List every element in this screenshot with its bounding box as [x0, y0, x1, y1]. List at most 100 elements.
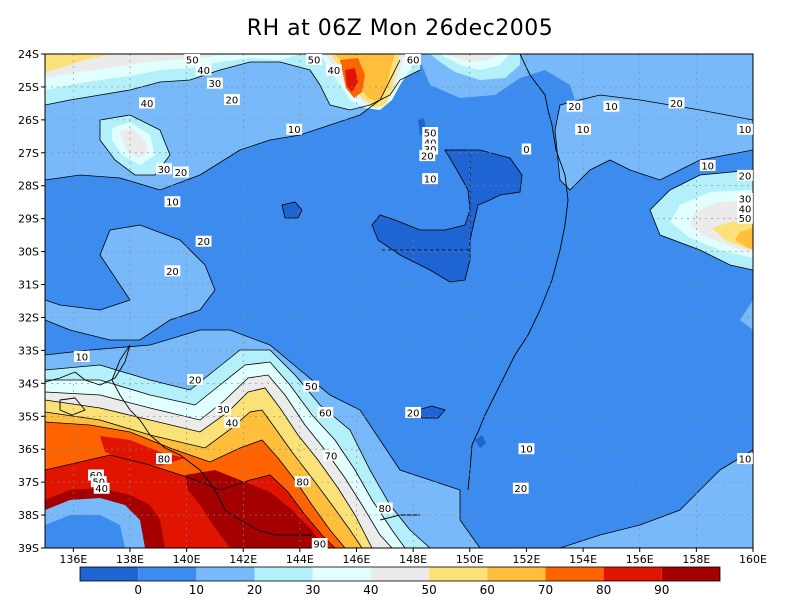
- lat-ticks: 24S 25S 26S 27S 28S 29S 30S 31S 32S 33S 34S 35S 36S 3…: [18, 48, 45, 555]
- contour-label: 40: [327, 66, 340, 77]
- contour-label-bg: [317, 406, 334, 418]
- contour-label: 10: [75, 352, 88, 363]
- contour-label: 10: [739, 455, 752, 466]
- contour-label: 60: [319, 408, 332, 419]
- colorbar-label: 80: [596, 583, 611, 597]
- contour-label: 80: [296, 478, 309, 489]
- contour-label-bg: [566, 100, 583, 112]
- contour-label-bg: [156, 163, 172, 175]
- colorbar-swatch: [370, 567, 430, 581]
- lon-tick-label: 136E: [59, 553, 87, 566]
- lat-tick-label: 29S: [18, 213, 39, 226]
- lat-tick-label: 32S: [18, 311, 39, 324]
- contour-line-80-south: [45, 454, 336, 548]
- colorbar: 0 10 20 30 40 50 60 70 80 90: [79, 566, 721, 597]
- contour-label-bg: [405, 54, 422, 65]
- coastline: [45, 54, 569, 548]
- colorbar-swatch: [254, 567, 313, 581]
- contour-label-bg: [737, 169, 753, 181]
- field-10-20-se: [560, 450, 753, 548]
- contour-line-20-east: [649, 169, 753, 271]
- lat-tick-label: 28S: [18, 180, 39, 193]
- field-50-60-north: [45, 54, 110, 72]
- contour-label-bg: [376, 502, 393, 514]
- contour-line-10-west: [45, 224, 216, 341]
- lon-tick-label: 154E: [569, 553, 597, 566]
- contour-label: 40: [226, 418, 239, 429]
- field-40-50-ne: [445, 54, 500, 62]
- colorbar-label: 90: [654, 583, 669, 597]
- contour-label-bg: [405, 406, 422, 418]
- colorbar-frame: [79, 566, 721, 582]
- colorbar-label: 0: [134, 583, 142, 597]
- contour-line-40-south: [45, 374, 393, 548]
- contour-line-10-north: [45, 59, 401, 191]
- contour-label-bg: [737, 123, 753, 135]
- contour-label-bg: [323, 449, 339, 461]
- contour-line-20-blob: [99, 114, 171, 176]
- colorbar-swatch: [661, 567, 720, 581]
- contour-label-bg: [737, 453, 753, 465]
- contour-label: 20: [568, 102, 581, 113]
- contour-label-bg: [156, 453, 172, 465]
- contour-label: 90: [313, 540, 326, 551]
- contour-label: 20: [514, 484, 527, 495]
- contour-label: 70: [325, 451, 338, 462]
- colorbar-label: 40: [363, 583, 378, 597]
- lon-tick-label: 140E: [173, 553, 201, 566]
- lat-tick-label: 27S: [18, 147, 39, 160]
- contour-label: 30: [158, 165, 171, 176]
- contour-label-bg: [88, 469, 104, 481]
- coastline-spencer-gulf: [45, 344, 312, 536]
- contour-label-bg: [286, 123, 303, 135]
- contour-label: 50: [739, 214, 752, 225]
- lat-tick-label: 38S: [18, 509, 39, 522]
- lon-tick-label: 158E: [682, 553, 710, 566]
- contour-label-bg: [521, 143, 532, 155]
- colorbar-swatch: [429, 567, 488, 581]
- contour-line-20-south: [45, 349, 431, 548]
- contour-lines: [45, 59, 753, 548]
- colorbar-swatch: [138, 567, 197, 581]
- contour-label-bg: [518, 443, 535, 455]
- contour-label: 50: [305, 382, 318, 393]
- contour-label: 10: [605, 102, 618, 113]
- contour-label: 40: [197, 66, 210, 77]
- colorbar-label: 60: [480, 583, 495, 597]
- lat-tick-label: 37S: [18, 476, 39, 489]
- contour-label-bg: [737, 192, 753, 204]
- contour-fill-layer: [45, 54, 753, 548]
- contour-label-bg: [195, 64, 212, 76]
- map-title: RH at 06Z Mon 26dec2005: [246, 16, 554, 41]
- colorbar-label: 10: [189, 583, 204, 597]
- contour-line-50-south: [45, 387, 373, 548]
- contour-label-bg: [422, 143, 439, 155]
- contour-line-20-north: [45, 61, 421, 111]
- contour-label: 20: [670, 99, 683, 110]
- contour-label-bg: [164, 196, 181, 208]
- contour-line-10-south: [45, 329, 481, 548]
- field-60-70-east: [735, 228, 753, 250]
- contour-label: 10: [739, 125, 752, 136]
- contour-label: 50: [308, 56, 321, 67]
- contour-label: 20: [407, 408, 420, 419]
- field-10-20-se-rim: [740, 300, 753, 330]
- contour-label-bg: [422, 173, 439, 185]
- lon-tick-label: 138E: [116, 553, 144, 566]
- state-border-qld-nsw: [380, 149, 471, 251]
- field-sw-blue-inner: [45, 515, 125, 548]
- lat-tick-label: 34S: [18, 377, 39, 390]
- contour-line-islet: [281, 201, 303, 219]
- contour-label: 20: [197, 237, 210, 248]
- colorbar-swatch: [487, 567, 546, 581]
- field-40-50-blob: [120, 128, 148, 158]
- contour-label: 20: [226, 96, 239, 107]
- contour-label: 0: [523, 145, 529, 156]
- lat-tick-label: 26S: [18, 114, 39, 127]
- contour-line-10-se: [559, 449, 753, 548]
- contour-label-bg: [224, 416, 240, 428]
- contour-label: 50: [424, 129, 437, 140]
- lon-tick-label: 150E: [456, 553, 484, 566]
- contour-line-0: [371, 149, 523, 283]
